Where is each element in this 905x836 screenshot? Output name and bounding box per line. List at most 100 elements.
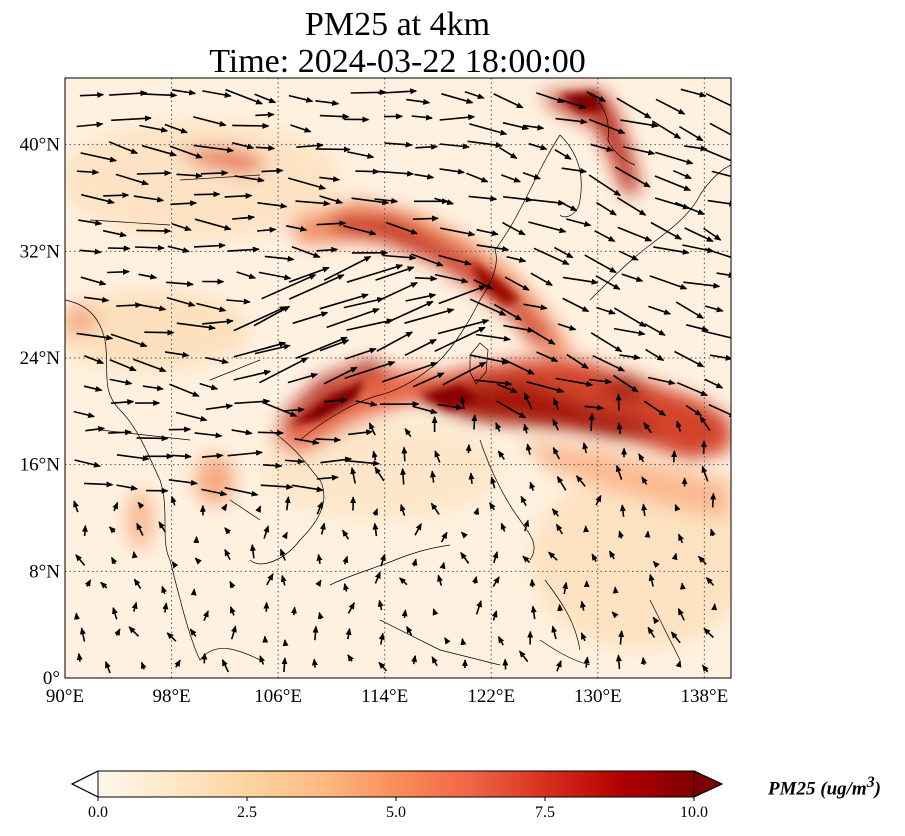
wind-arrow — [705, 92, 731, 109]
wind-arrow — [262, 462, 283, 469]
wind-arrow — [650, 221, 682, 240]
wind-arrow — [319, 522, 326, 535]
wind-arrow — [319, 113, 350, 120]
wind-arrow — [316, 501, 323, 515]
lat-tick-label: 32°N — [20, 241, 61, 262]
wind-arrow — [137, 501, 145, 510]
wind-arrow — [194, 557, 202, 565]
wind-arrow — [171, 223, 192, 232]
wind-arrow — [81, 524, 88, 537]
wind-arrow — [442, 361, 487, 386]
wind-arrow — [296, 142, 324, 149]
wind-arrow — [193, 242, 226, 249]
wind-arrow — [76, 332, 114, 341]
wind-arrow — [489, 502, 496, 511]
wind-arrow — [167, 245, 190, 253]
wind-arrow — [378, 661, 388, 672]
wind-arrow — [496, 383, 518, 394]
wind-arrow — [319, 176, 341, 183]
wind-arrow — [702, 330, 731, 339]
wind-arrow — [437, 574, 443, 586]
wind-arrow — [281, 531, 288, 540]
wind-arrow — [346, 318, 394, 331]
wind-arrow — [261, 401, 298, 417]
wind-arrow — [575, 475, 586, 487]
wind-arrow — [465, 443, 472, 454]
wind-arrow — [176, 322, 216, 331]
colorbar-title-sup: 3 — [866, 774, 875, 791]
wind-arrow — [648, 573, 655, 587]
wind-arrow — [640, 656, 647, 665]
lon-tick-label: 122°E — [467, 686, 515, 707]
wind-arrow — [345, 627, 352, 640]
wind-arrow — [674, 350, 705, 368]
wind-arrow — [166, 632, 177, 642]
wind-arrow — [638, 453, 645, 463]
wind-arrow — [374, 197, 399, 204]
wind-arrow — [611, 611, 619, 619]
wind-arrow — [282, 406, 305, 413]
wind-arrow — [83, 296, 110, 303]
wind-arrow — [350, 466, 357, 484]
wind-arrow — [716, 272, 731, 279]
wind-arrow — [498, 146, 518, 159]
wind-arrow — [523, 423, 529, 434]
wind-arrow — [260, 483, 294, 490]
wind-arrow — [405, 293, 437, 302]
wind-arrow — [440, 531, 448, 543]
lon-tick-label: 106°E — [254, 686, 302, 707]
wind-arrow — [473, 279, 494, 290]
wind-arrow — [377, 88, 418, 95]
wind-arrow — [434, 197, 455, 206]
lon-tick-label: 90°E — [46, 686, 84, 707]
wind-arrow — [319, 293, 369, 310]
wind-arrow — [194, 191, 221, 198]
wind-arrow — [686, 324, 709, 332]
wind-arrow — [253, 305, 291, 327]
wind-arrow — [678, 533, 684, 544]
wind-arrow — [530, 272, 553, 286]
wind-arrow — [441, 93, 474, 104]
wind-arrow — [460, 551, 470, 564]
wind-arrow — [439, 114, 476, 121]
wind-arrow — [109, 90, 148, 97]
wind-arrow — [73, 410, 96, 419]
wind-arrow — [709, 528, 716, 537]
wind-arrow — [536, 92, 565, 103]
wind-arrow — [439, 561, 446, 570]
wind-arrow — [108, 429, 133, 436]
wind-arrow — [199, 382, 219, 391]
wind-arrow — [400, 467, 407, 485]
wind-arrow — [684, 227, 714, 243]
wind-arrow — [685, 404, 703, 416]
wind-arrow — [615, 393, 622, 411]
wind-arrow — [355, 400, 378, 407]
wind-arrow — [107, 268, 130, 275]
wind-arrow — [375, 266, 415, 281]
wind-arrow — [529, 578, 536, 588]
wind-arrow — [675, 201, 706, 215]
wind-arrow — [284, 496, 291, 511]
wind-arrow — [112, 501, 119, 512]
wind-arrow — [523, 303, 548, 311]
wind-arrow — [594, 230, 616, 243]
wind-arrow — [233, 341, 287, 358]
wind-arrow — [709, 122, 731, 136]
wind-arrow — [495, 421, 502, 432]
wind-arrow — [257, 202, 288, 209]
wind-arrow — [114, 628, 121, 636]
map-title: PM25 at 4km — [304, 6, 491, 43]
wind-arrow — [504, 276, 530, 291]
wind-arrow — [281, 657, 288, 673]
wind-arrow — [316, 246, 339, 253]
wind-arrow — [169, 383, 200, 397]
wind-arrow — [522, 172, 542, 180]
wind-arrow — [236, 271, 257, 280]
wind-arrow — [319, 195, 344, 204]
wind-arrow — [315, 436, 342, 443]
wind-arrow — [166, 280, 194, 287]
wind-arrow — [288, 94, 314, 103]
wind-arrow — [523, 392, 533, 410]
wind-arrow — [671, 450, 678, 463]
wind-arrow — [257, 429, 285, 436]
